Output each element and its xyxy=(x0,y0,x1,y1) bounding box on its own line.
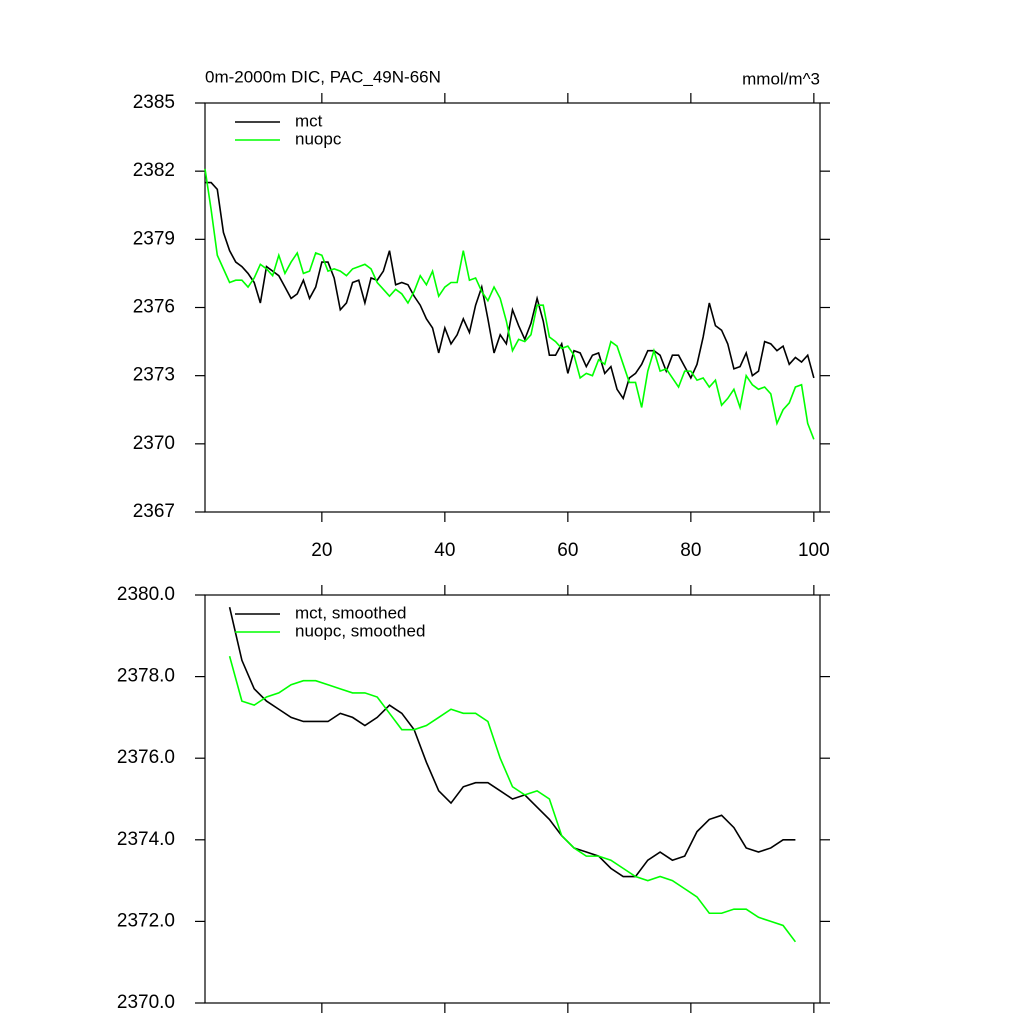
y-tick-label: 2379 xyxy=(133,228,175,249)
units-label: mmol/m^3 xyxy=(742,69,820,88)
y-tick-label: 2374.0 xyxy=(117,829,175,850)
chart-title: 0m-2000m DIC, PAC_49N-66N xyxy=(205,67,441,86)
data-line xyxy=(205,181,815,401)
x-tick-label: 60 xyxy=(557,540,578,561)
data-line xyxy=(228,607,796,878)
legend-label: nuopc, smoothed xyxy=(295,621,425,640)
y-tick-label: 2380.0 xyxy=(117,584,175,605)
x-tick-label: 20 xyxy=(311,540,332,561)
y-tick-label: 2385 xyxy=(133,92,175,113)
y-tick-label: 2373 xyxy=(133,365,175,386)
data-line xyxy=(204,168,815,440)
y-tick-label: 2370 xyxy=(133,433,175,454)
plot-frame xyxy=(204,594,821,1004)
x-tick-label: 40 xyxy=(434,540,455,561)
y-tick-label: 2376.0 xyxy=(117,747,175,768)
y-tick-label: 2367 xyxy=(133,501,175,522)
legend-label: mct, smoothed xyxy=(295,603,407,622)
x-tick-label: 100 xyxy=(798,540,830,561)
y-tick-label: 2376 xyxy=(133,297,175,318)
x-tick-label: 80 xyxy=(680,540,701,561)
data-line xyxy=(228,655,797,943)
y-tick-label: 2372.0 xyxy=(117,910,175,931)
legend-label: nuopc xyxy=(295,129,342,148)
y-tick-label: 2370.0 xyxy=(117,992,175,1013)
plot-frame xyxy=(204,102,821,513)
y-tick-label: 2382 xyxy=(133,160,175,181)
legend-label: mct xyxy=(295,111,323,130)
y-tick-label: 2378.0 xyxy=(117,666,175,687)
